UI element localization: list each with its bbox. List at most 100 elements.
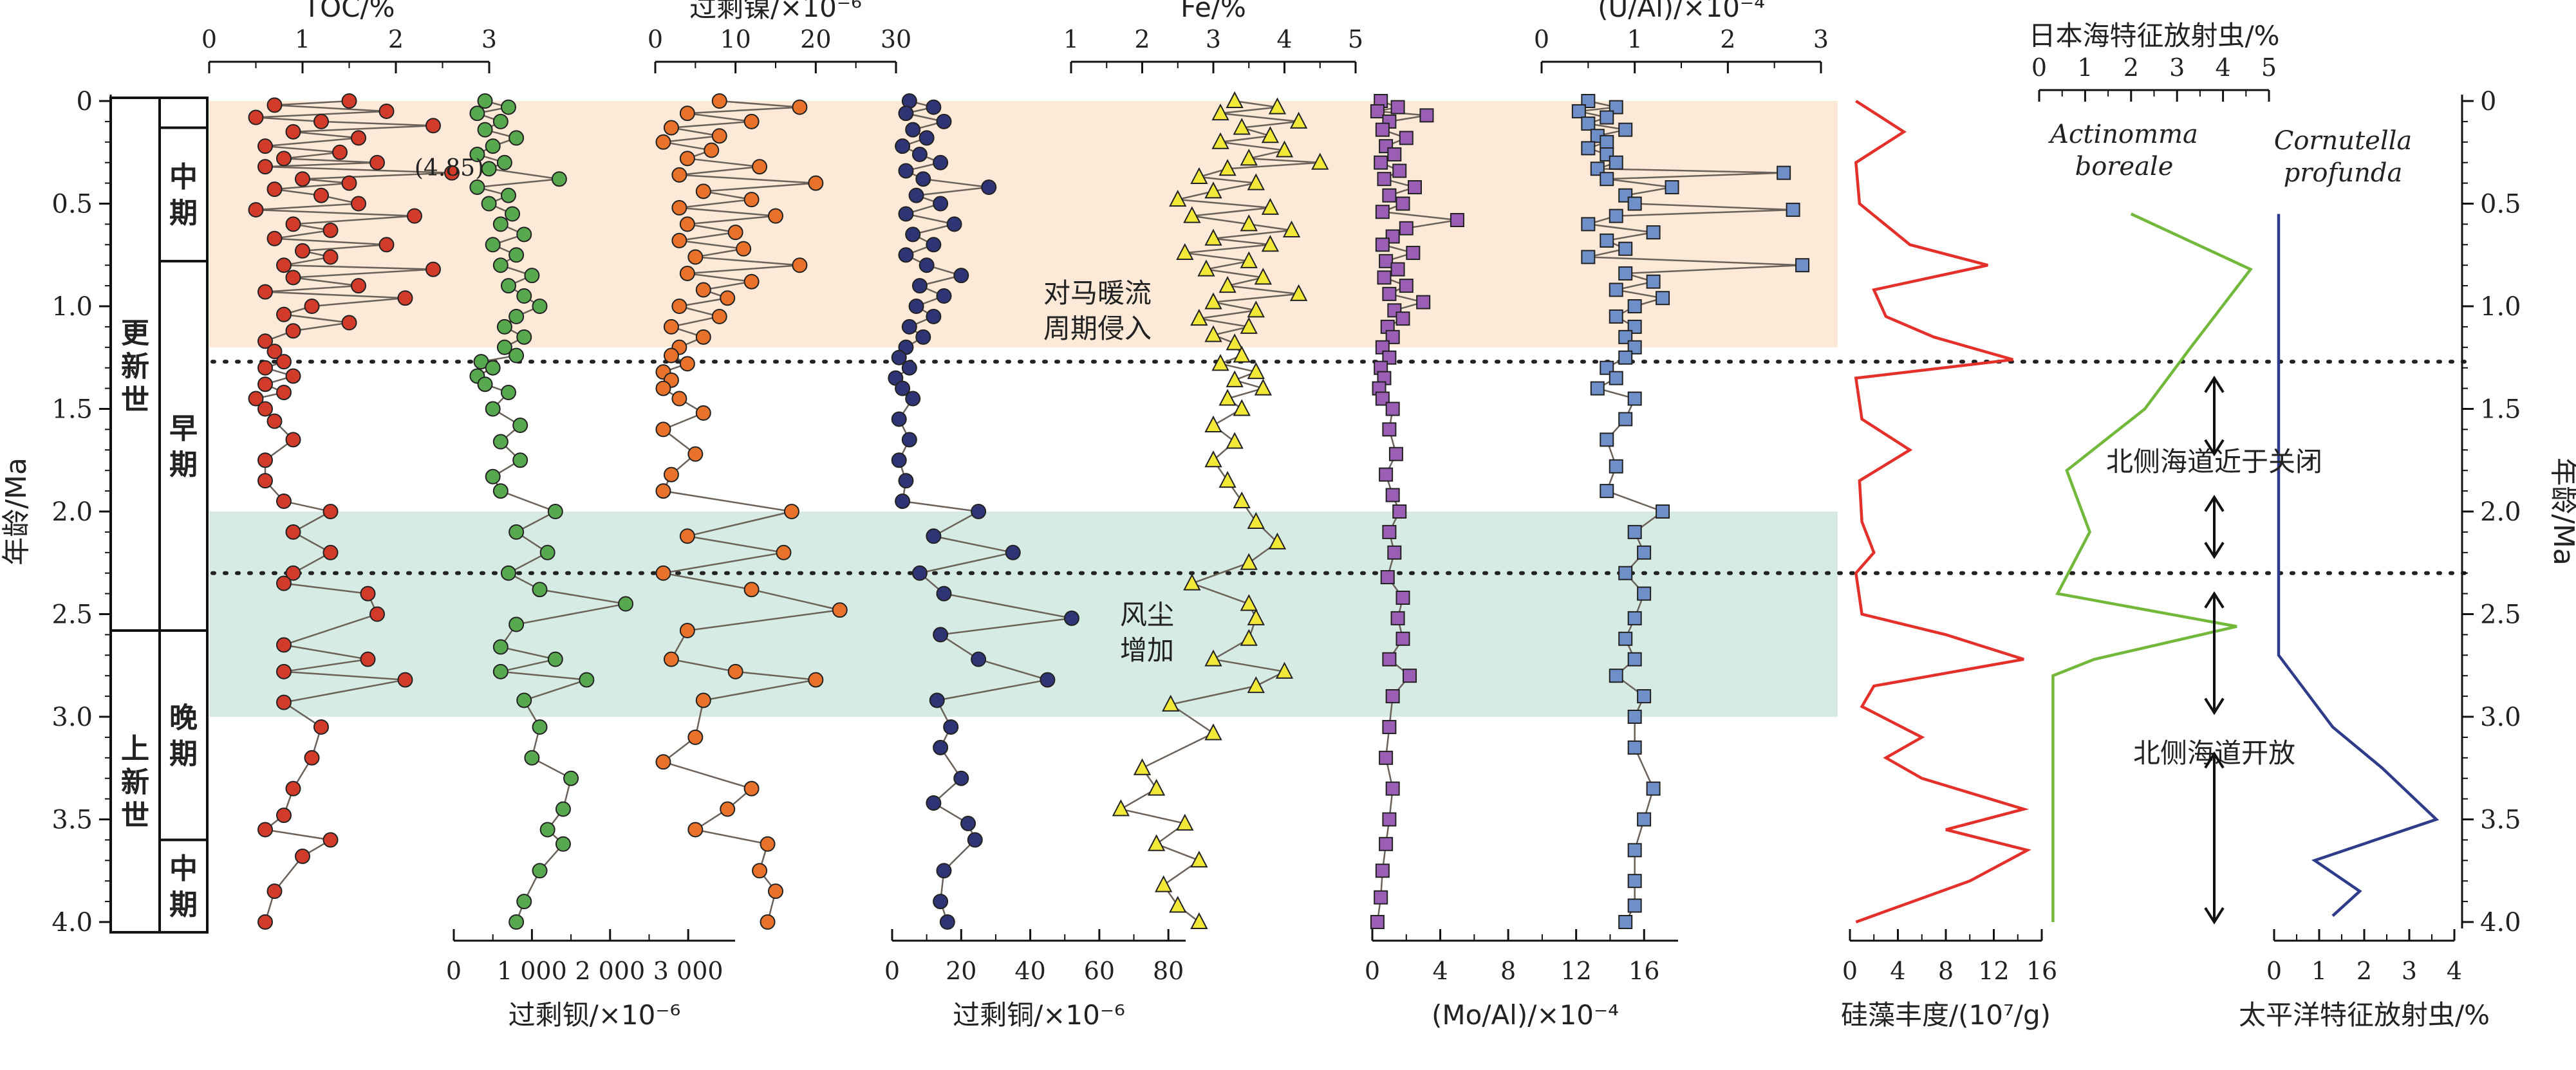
toc-point bbox=[276, 575, 292, 591]
ba-point bbox=[477, 122, 493, 138]
fe-point bbox=[1190, 308, 1208, 326]
u-al-point bbox=[1581, 250, 1596, 264]
age-tick-label: 0.5 bbox=[2480, 190, 2521, 219]
fe-point bbox=[1289, 111, 1308, 129]
actinomma-tick-label: 5 bbox=[2261, 53, 2277, 82]
toc-point bbox=[313, 113, 329, 129]
toc-point bbox=[248, 202, 264, 218]
mo-al-point bbox=[1375, 863, 1390, 878]
cu-point bbox=[898, 247, 914, 263]
ni-point bbox=[736, 241, 752, 257]
fe-point bbox=[1133, 758, 1152, 775]
ba-point bbox=[500, 565, 516, 581]
ba-point bbox=[512, 452, 528, 468]
mo-al-point bbox=[1388, 447, 1403, 461]
toc-point bbox=[285, 323, 301, 339]
toc-point bbox=[276, 493, 292, 510]
toc-point bbox=[276, 694, 292, 710]
ba-tick-label: 2 000 bbox=[575, 957, 645, 985]
fe-point bbox=[1169, 896, 1187, 913]
cu-point bbox=[898, 163, 914, 179]
ba-point bbox=[579, 672, 595, 688]
fe-point bbox=[1204, 649, 1222, 667]
stage-label-char: 期 bbox=[169, 738, 198, 771]
fe-point bbox=[1247, 300, 1265, 318]
u-al-point bbox=[1618, 631, 1633, 646]
cu-point bbox=[971, 504, 987, 519]
age-axis-label: 年龄/Ma bbox=[2547, 457, 2576, 566]
toc-point bbox=[322, 832, 339, 848]
toc-point bbox=[322, 222, 339, 238]
toc-point bbox=[295, 848, 310, 864]
u-al-point bbox=[1637, 545, 1652, 560]
ni-point bbox=[695, 282, 711, 298]
fe-point bbox=[1233, 346, 1251, 363]
fe-point bbox=[1247, 512, 1265, 529]
toc-outlier-label: (4.85) bbox=[415, 155, 484, 181]
age-tick-label: 4.0 bbox=[2480, 908, 2521, 937]
mo-al-tick-label: 4 bbox=[1432, 957, 1448, 985]
cornutella-label-1: Cornutella bbox=[2274, 126, 2413, 156]
mo-al-tick-label: 0 bbox=[1365, 957, 1380, 985]
stage-label-char: 期 bbox=[169, 197, 198, 230]
fe-point bbox=[1204, 723, 1222, 741]
actinomma-tick-label: 4 bbox=[2216, 53, 2231, 82]
fe-point bbox=[1247, 173, 1265, 190]
toc-point bbox=[266, 883, 283, 899]
cu-point bbox=[936, 288, 952, 304]
mo-al-tick-label: 8 bbox=[1500, 957, 1516, 985]
fe-point bbox=[1268, 97, 1287, 115]
cornutella-label-2: profunda bbox=[2284, 158, 2403, 188]
mo-al-point bbox=[1385, 401, 1400, 416]
mo-al-point bbox=[1399, 131, 1414, 145]
ba-point bbox=[618, 596, 634, 612]
u-al-point bbox=[1637, 689, 1652, 704]
toc-point bbox=[285, 270, 301, 286]
fe-point bbox=[1176, 813, 1194, 831]
ba-point bbox=[532, 719, 548, 735]
mo-al-point bbox=[1379, 836, 1394, 851]
u-al-point bbox=[1637, 812, 1652, 827]
u-al-point bbox=[1627, 524, 1642, 539]
ni-point bbox=[679, 528, 695, 544]
toc-point bbox=[341, 93, 357, 109]
ba-point bbox=[563, 770, 579, 786]
arrow-open-lower-head-down bbox=[2204, 907, 2225, 925]
fe-point bbox=[1183, 206, 1201, 223]
toc-point bbox=[369, 606, 385, 622]
age-tick-label: 2.5 bbox=[51, 600, 93, 630]
mo-al-point bbox=[1392, 504, 1407, 519]
toc-point bbox=[266, 230, 283, 246]
ni-point bbox=[671, 232, 687, 248]
ni-tick-label: 20 bbox=[800, 25, 831, 53]
toc-point bbox=[313, 719, 329, 735]
diatom-tick-label: 12 bbox=[1978, 957, 2009, 985]
fe-point bbox=[1240, 594, 1258, 611]
fe-point bbox=[1218, 159, 1237, 176]
toc-point bbox=[285, 780, 301, 797]
toc-point bbox=[257, 333, 273, 349]
arrow-open-upper-head-down bbox=[2204, 697, 2225, 715]
toc-point bbox=[285, 216, 301, 232]
ba-point bbox=[492, 483, 509, 499]
age-tick-label: 2.0 bbox=[2480, 497, 2521, 527]
cu-tick-label: 80 bbox=[1153, 957, 1184, 985]
u-al-point bbox=[1646, 225, 1661, 240]
toc-point bbox=[276, 807, 292, 824]
ba-point bbox=[481, 196, 497, 212]
toc-point bbox=[341, 315, 357, 331]
arrow-open-upper-head-up bbox=[2204, 591, 2225, 609]
fe-point bbox=[1275, 140, 1294, 158]
mo-al-point bbox=[1450, 213, 1464, 228]
arrow-closed-lower-head-down bbox=[2204, 542, 2225, 559]
toc-point bbox=[257, 473, 273, 489]
diatom-axis-title: 硅藻丰度/(10⁷/g) bbox=[1841, 999, 2051, 1031]
ba-point bbox=[469, 106, 485, 122]
diatom-tick-label: 0 bbox=[1842, 957, 1858, 985]
toc-point bbox=[304, 299, 320, 314]
ni-point bbox=[752, 159, 768, 175]
toc-axis-title: TOC/% bbox=[303, 0, 395, 23]
u-al-point bbox=[1581, 141, 1596, 156]
actinomma-tick-label: 2 bbox=[2123, 53, 2139, 82]
toc-point bbox=[285, 565, 301, 581]
